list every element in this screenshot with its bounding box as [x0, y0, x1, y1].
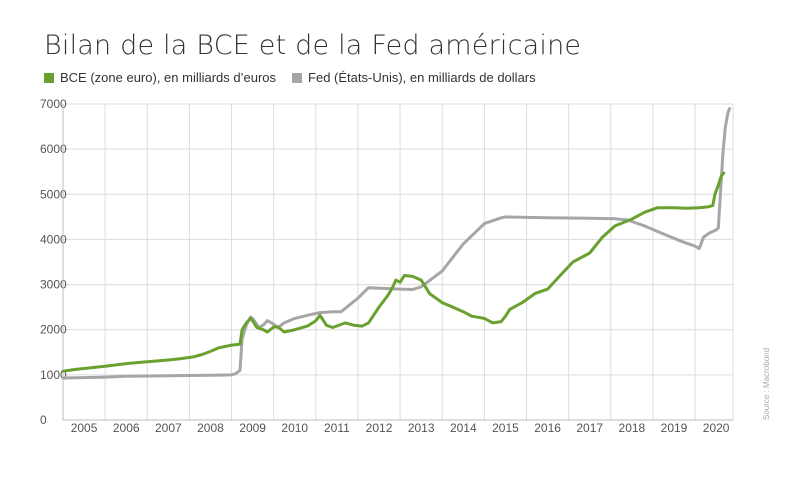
x-tick-label: 2011 [324, 421, 350, 435]
legend-swatch-fed [292, 72, 303, 83]
x-tick-label: 2005 [71, 421, 98, 435]
chart-title: Bilan de la BCE et de la Fed américaine [44, 30, 582, 61]
x-tick-label: 2018 [619, 421, 646, 435]
series-line-ecb [61, 171, 726, 373]
series-line-fed [61, 107, 732, 380]
source-note: Source : Macrobond [762, 347, 771, 420]
x-tick-label: 2014 [450, 421, 477, 435]
legend-label-ecb: BCE (zone euro), en milliards d’euros [60, 70, 277, 85]
y-tick-label: 3000 [40, 278, 67, 292]
x-tick-label: 2012 [366, 421, 393, 435]
x-tick-label: 2007 [155, 421, 182, 435]
x-tick-label: 2017 [576, 421, 603, 435]
x-tick-label: 2010 [281, 421, 308, 435]
legend-item-ecb: BCE (zone euro), en milliards d’euros [44, 70, 276, 85]
y-tick-label: 6000 [40, 142, 67, 156]
y-tick-label: 7000 [40, 97, 67, 111]
y-tick-label: 1000 [40, 368, 67, 382]
legend-swatch-ecb [44, 72, 54, 83]
x-tick-label: 2019 [661, 421, 688, 435]
x-tick-label: 2016 [534, 421, 561, 435]
y-tick-label: 5000 [40, 187, 67, 201]
y-tick-label: 2000 [40, 323, 67, 337]
legend-label-fed: Fed (États-Unis), en milliards de dollar… [308, 70, 536, 85]
x-tick-label: 2015 [492, 421, 519, 435]
x-tick-label: 2013 [408, 421, 435, 435]
legend-item-fed: Fed (États-Unis), en milliards de dollar… [292, 70, 536, 85]
x-tick-label: 2008 [197, 421, 224, 435]
y-tick-label: 0 [40, 413, 47, 427]
x-tick-label: 2009 [239, 421, 266, 435]
y-tick-label: 4000 [40, 232, 67, 246]
chart-legend: BCE (zone euro), en milliards d’euros Fe… [44, 70, 552, 85]
x-tick-label: 2006 [113, 421, 140, 435]
x-tick-label: 2020 [703, 421, 730, 435]
